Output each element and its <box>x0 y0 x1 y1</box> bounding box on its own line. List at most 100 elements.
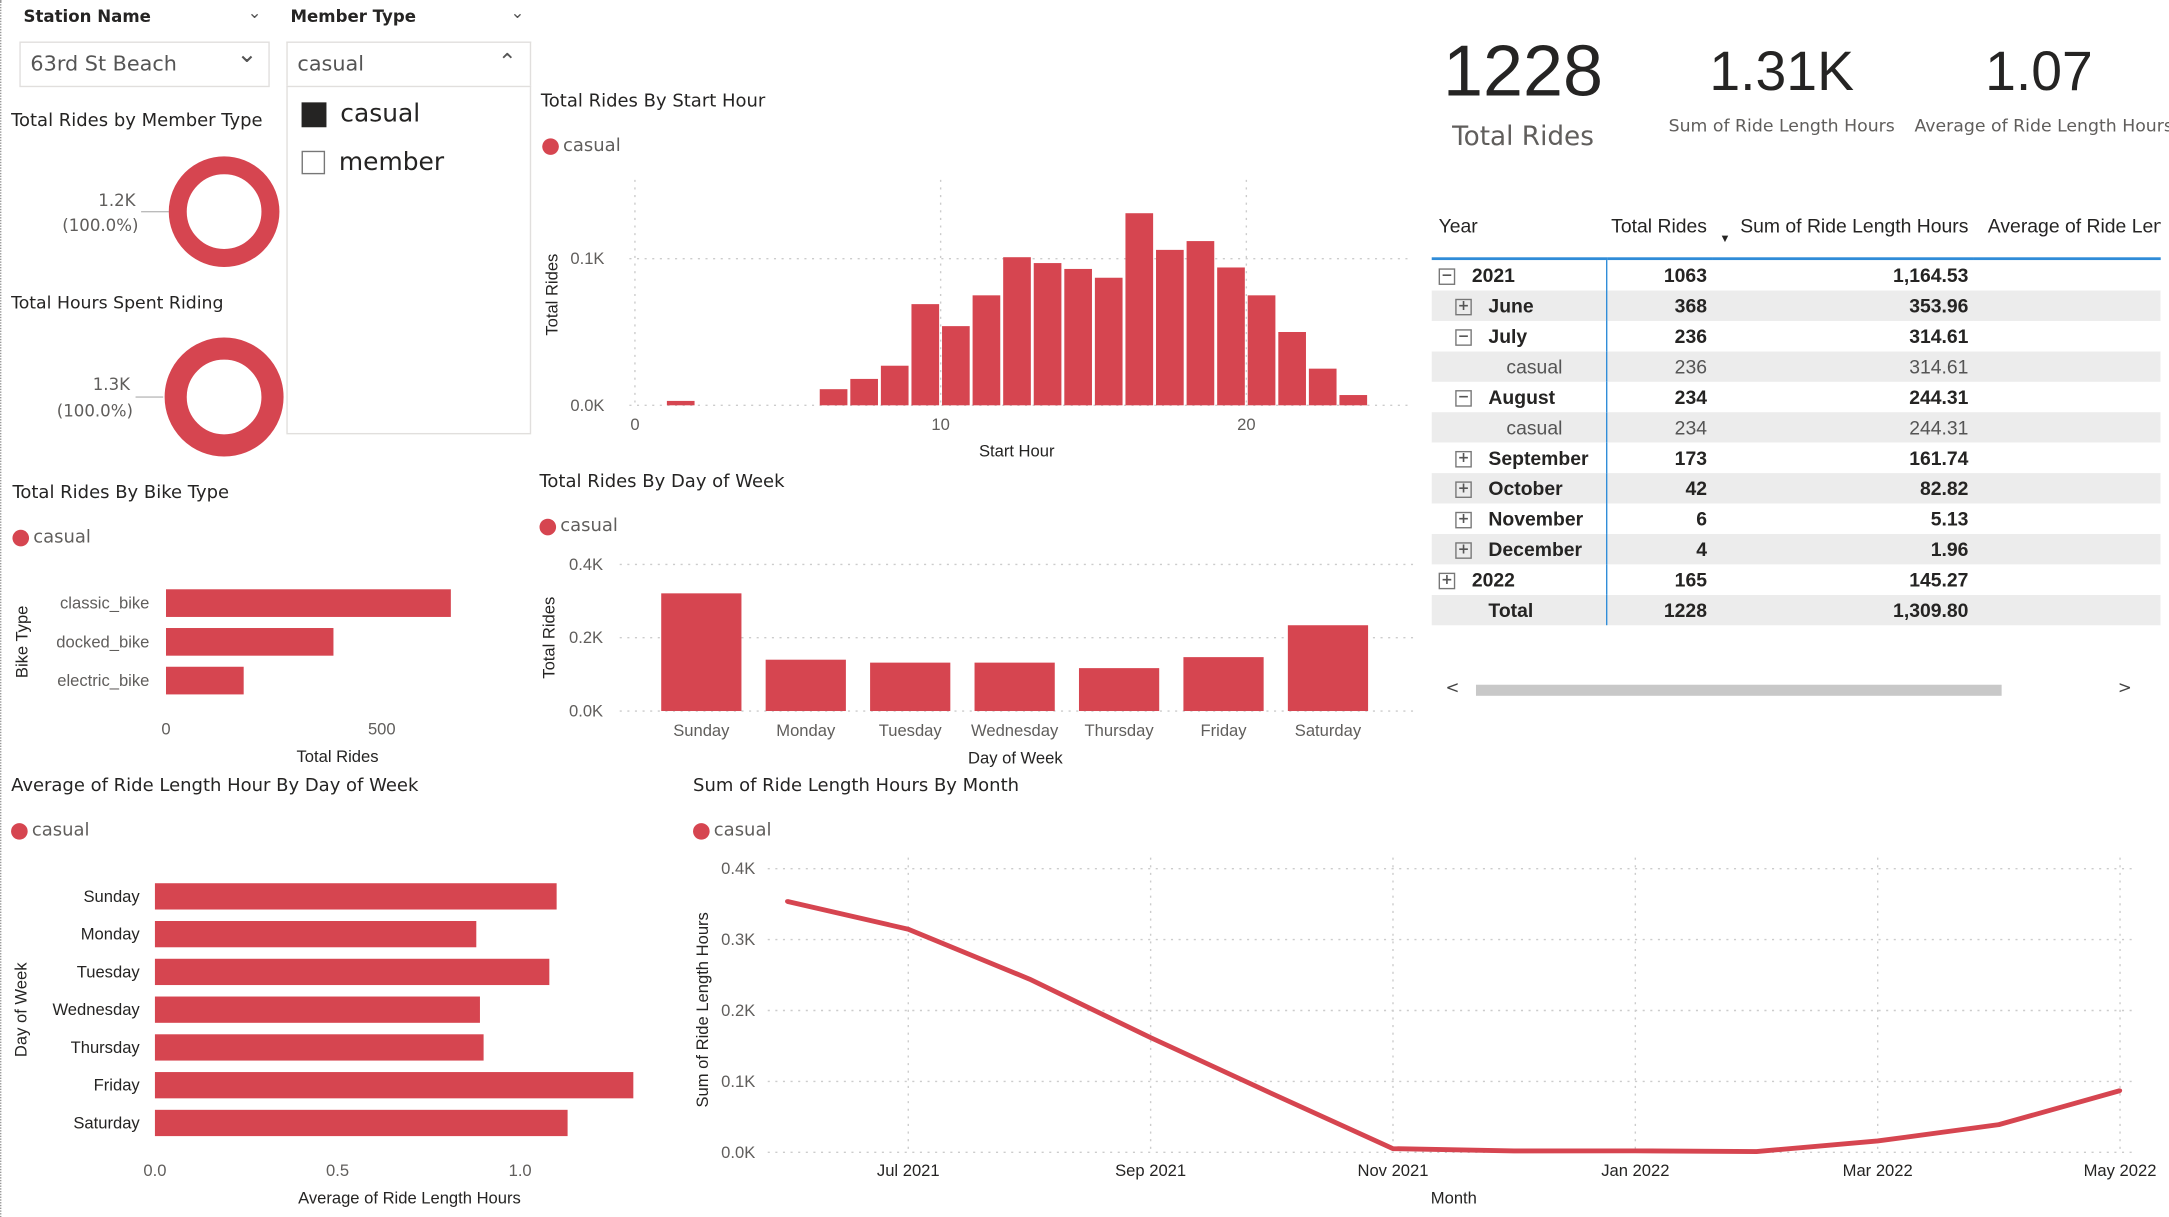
bar-hour-20[interactable] <box>1247 295 1276 406</box>
donut-slice-casual[interactable] <box>164 337 284 457</box>
cell-total-rides: 1228 <box>1606 594 1713 626</box>
member-option-casual[interactable]: casual <box>301 100 420 129</box>
y-tick-label: Tuesday <box>77 962 141 981</box>
scroll-left-arrow[interactable]: < <box>1445 677 1460 698</box>
matrix-horizontal-scrollbar[interactable]: < > <box>1432 677 2151 700</box>
legend-label: casual <box>560 515 618 537</box>
collapse-icon[interactable]: − <box>1455 329 1472 347</box>
y-tick-label: Wednesday <box>52 1000 140 1019</box>
collapse-icon[interactable]: − <box>1438 268 1456 286</box>
col-sum-hours[interactable]: Sum of Ride Length Hours ▼ <box>1712 207 1974 261</box>
start-hour-legend[interactable]: casual <box>542 136 621 156</box>
month-line-legend[interactable]: casual <box>693 820 771 841</box>
bar-friday[interactable] <box>1183 657 1264 712</box>
bar-sunday[interactable] <box>154 883 557 910</box>
expand-icon[interactable]: + <box>1455 299 1472 316</box>
bar-hour-14[interactable] <box>1064 268 1092 406</box>
x-tick-label: Saturday <box>1295 721 1362 740</box>
y-tick-label: 0.0K <box>569 702 603 721</box>
bar-hour-23[interactable] <box>1339 395 1368 406</box>
bar-hour-1[interactable] <box>666 400 695 406</box>
bar-thursday[interactable] <box>154 1034 484 1061</box>
bar-wednesday[interactable] <box>974 662 1055 712</box>
checkbox-checked-icon[interactable] <box>301 101 327 127</box>
bar-hour-18[interactable] <box>1186 241 1215 406</box>
cell-total-rides: 42 <box>1606 473 1713 504</box>
col-year[interactable]: Year <box>1431 207 1607 261</box>
bar-hour-13[interactable] <box>1033 263 1062 406</box>
member-dropdown[interactable]: casual ⌃ <box>286 41 532 88</box>
collapse-icon[interactable]: − <box>1455 390 1472 408</box>
bar-hour-16[interactable] <box>1125 213 1154 406</box>
expand-icon[interactable]: + <box>1455 481 1472 499</box>
scrollbar-thumb[interactable] <box>1475 684 2002 696</box>
checkbox-unchecked-icon[interactable] <box>301 150 326 175</box>
matrix-header: Year Total Rides Sum of Ride Length Hour… <box>1431 207 2161 261</box>
col-avg-hours[interactable]: Average of Ride Len <box>1973 207 2161 261</box>
chevron-down-icon: ⌄ <box>236 40 258 70</box>
bar-hour-19[interactable] <box>1217 267 1245 406</box>
line-point-nov-2021 <box>1390 1146 1396 1151</box>
bar-electric_bike[interactable] <box>165 666 244 695</box>
day-week-legend[interactable]: casual <box>539 515 618 537</box>
scroll-right-arrow[interactable]: > <box>2117 677 2132 698</box>
cell-sum-hours: 1,309.80 <box>1712 594 1974 626</box>
bar-hour-12[interactable] <box>1003 257 1031 406</box>
y-tick-label: 0.1K <box>721 1072 755 1091</box>
bar-hour-7[interactable] <box>850 378 878 406</box>
bar-saturday[interactable] <box>154 1109 568 1137</box>
row-label: +2022 <box>1431 564 1607 595</box>
cell-sum-hours: 82.82 <box>1712 473 1974 504</box>
bar-saturday[interactable] <box>1287 625 1369 712</box>
bar-hour-17[interactable] <box>1156 249 1184 406</box>
bike-type-legend[interactable]: casual <box>12 527 91 548</box>
bar-hour-6[interactable] <box>819 389 848 406</box>
bar-friday[interactable] <box>154 1072 634 1099</box>
bar-wednesday[interactable] <box>154 996 480 1023</box>
bar-hour-11[interactable] <box>972 295 1001 406</box>
bar-hour-21[interactable] <box>1278 331 1306 406</box>
bar-hour-15[interactable] <box>1094 277 1123 406</box>
cell-sum-hours: 1.96 <box>1712 533 1974 565</box>
bar-tuesday[interactable] <box>154 958 550 986</box>
member-option-member[interactable]: member <box>301 148 444 177</box>
y-tick-label: 0.0K <box>721 1143 755 1162</box>
line-point-jun-2021 <box>785 899 790 904</box>
bar-monday[interactable] <box>154 921 477 948</box>
station-dropdown[interactable]: 63rd St Beach ⌄ <box>19 40 270 88</box>
expand-icon[interactable]: + <box>1455 512 1472 529</box>
expand-icon[interactable]: + <box>1455 542 1472 560</box>
y-tick-label: 0.0K <box>570 396 604 415</box>
avg-day-legend[interactable]: casual <box>11 820 90 841</box>
bar-tuesday[interactable] <box>870 662 951 712</box>
expand-icon[interactable]: + <box>1455 451 1472 468</box>
legend-label: casual <box>713 820 772 842</box>
expand-icon[interactable]: + <box>1438 573 1456 590</box>
donut-slice-casual[interactable] <box>168 156 280 267</box>
station-dropdown-value: 63rd St Beach <box>30 51 177 77</box>
bar-hour-22[interactable] <box>1308 368 1337 406</box>
bar-hour-9[interactable] <box>911 304 940 406</box>
col-total-rides[interactable]: Total Rides <box>1606 207 1713 261</box>
row-label-text: September <box>1488 446 1589 469</box>
y-axis-title: Total Rides <box>540 597 559 679</box>
chevron-down-icon[interactable]: ⌄ <box>247 2 262 23</box>
cell-sum-hours: 353.96 <box>1712 290 1974 321</box>
cell-total-rides: 1063 <box>1663 264 1707 287</box>
bar-classic_bike[interactable] <box>165 589 451 617</box>
legend-label: casual <box>33 527 91 548</box>
bar-hour-10[interactable] <box>942 326 970 406</box>
line-series-casual[interactable] <box>786 898 2121 1154</box>
bar-monday[interactable] <box>765 659 846 712</box>
x-tick-label: 0.0 <box>143 1161 166 1180</box>
row-label-text: July <box>1488 325 1528 348</box>
bar-docked_bike[interactable] <box>165 628 334 656</box>
row-label-text: Total <box>1488 598 1534 622</box>
cell-total-rides: 368 <box>1606 290 1713 321</box>
cell-avg-hours <box>1974 564 2161 594</box>
bar-thursday[interactable] <box>1078 668 1160 712</box>
chevron-down-icon[interactable]: ⌄ <box>510 2 525 23</box>
bar-sunday[interactable] <box>661 593 742 712</box>
bar-hour-8[interactable] <box>880 365 909 406</box>
